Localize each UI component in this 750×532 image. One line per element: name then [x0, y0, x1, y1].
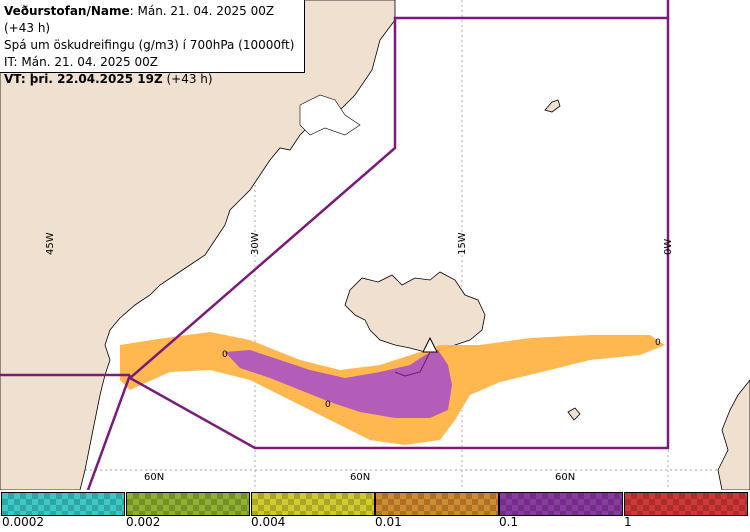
info-source-value: : Mán. 21. 04. 2025 00Z (+43 h) — [4, 4, 275, 35]
legend-swatch-1 — [1, 492, 125, 516]
info-line-1: Veðurstofan/Name: Mán. 21. 04. 2025 00Z … — [4, 3, 300, 37]
iceland-landmass — [344, 271, 486, 353]
legend-tick-0.004: 0.004 — [251, 515, 286, 529]
legend-swatch-3 — [251, 492, 375, 516]
legend-tick-0.0002: 0.0002 — [2, 515, 44, 529]
forecast-info-box: Veðurstofan/Name: Mán. 21. 04. 2025 00Z … — [0, 0, 305, 86]
legend-swatch-6 — [624, 492, 748, 516]
info-source-key: Veðurstofan/Name — [4, 4, 130, 18]
info-vt-key: VT: þri. 22.04.2025 19Z — [4, 72, 163, 86]
ash-cloud-high — [225, 350, 452, 418]
info-line-3: IT: Mán. 21. 04. 2025 00Z — [4, 55, 158, 69]
legend-tick-0.01: 0.01 — [375, 515, 402, 529]
lon-label-15w: 15W — [457, 232, 468, 255]
info-line-2: Spá um öskudreifingu (g/m3) í 700hPa (10… — [4, 38, 295, 52]
legend-swatch-4 — [375, 492, 499, 516]
map-canvas — [0, 0, 750, 490]
norway-coast — [717, 379, 750, 490]
contour-label: 0 — [325, 400, 331, 410]
lat-label-60n-1: 60N — [144, 472, 165, 483]
legend-swatch-2 — [126, 492, 250, 516]
contour-label: 0 — [222, 350, 228, 360]
ash-trajectory — [394, 351, 431, 377]
concentration-legend — [0, 490, 750, 532]
legend-tick-0.1: 0.1 — [499, 515, 519, 529]
legend-tick-0.002: 0.002 — [126, 515, 161, 529]
contour-label: 0 — [655, 338, 661, 348]
lat-label-60n-3: 60N — [555, 472, 576, 483]
legend-tick-1: 1 — [624, 515, 632, 529]
jan-mayen-island — [544, 99, 561, 113]
faroe-islands — [567, 407, 581, 421]
greenland-fjord — [299, 94, 361, 136]
domain-boundary — [0, 0, 670, 490]
lat-label-60n-2: 60N — [350, 472, 371, 483]
info-vt-value: (+43 h) — [162, 72, 213, 86]
lon-label-0w: 0W — [663, 238, 674, 255]
greenland-landmass — [0, 0, 396, 490]
lon-label-30w: 30W — [250, 232, 261, 255]
lon-label-45w: 45W — [45, 232, 56, 255]
legend-swatch-5 — [499, 492, 623, 516]
info-line-4: VT: þri. 22.04.2025 19Z (+43 h) — [4, 71, 300, 88]
